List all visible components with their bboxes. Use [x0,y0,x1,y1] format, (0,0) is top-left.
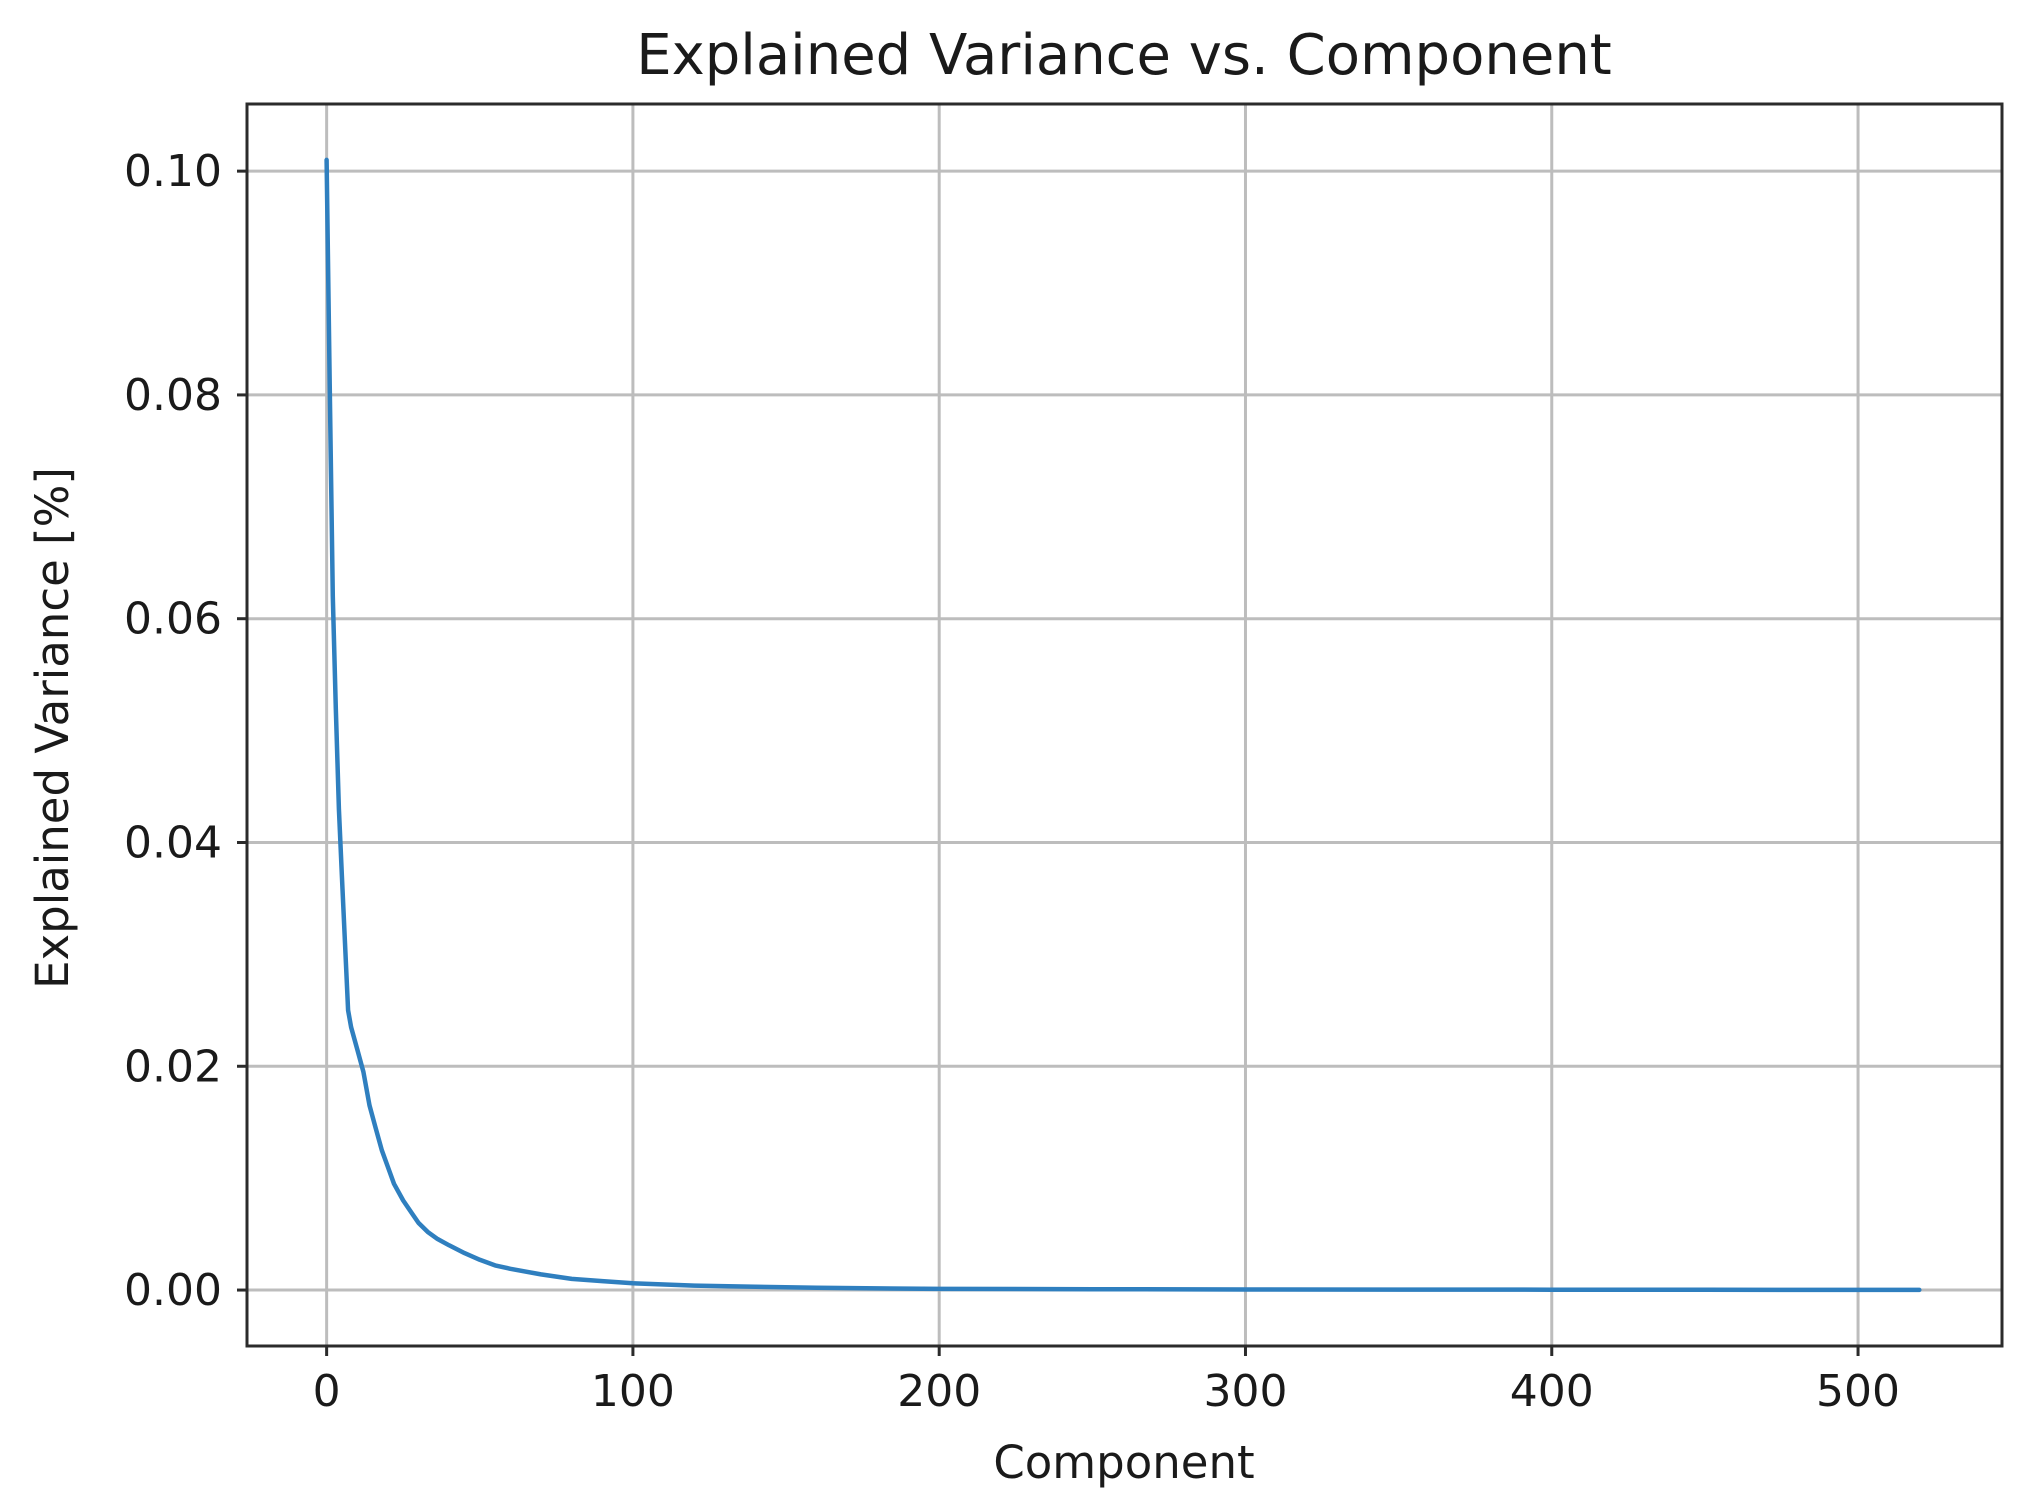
x-axis-ticks: 0 100 200 300 400 500 [313,1346,1900,1417]
x-tick-label: 200 [897,1366,981,1417]
chart-title: Explained Variance vs. Component [636,23,1612,88]
y-tick-label: 0.08 [124,370,222,421]
x-tick-label: 0 [313,1366,341,1417]
plot-frame [245,102,2004,1348]
grid-layer [247,104,2002,1346]
y-tick-label: 0.04 [124,817,222,868]
y-tick-label: 0.00 [124,1265,222,1316]
x-axis-label: Component [993,1436,1254,1489]
x-tick-label: 300 [1203,1366,1287,1417]
y-axis-label: Explained Variance [%] [26,467,79,989]
series-layer [324,157,1922,1293]
x-tick-label: 100 [591,1366,675,1417]
series-line-0 [324,157,1922,1293]
y-tick-label: 0.06 [124,594,222,645]
x-tick-label: 500 [1816,1366,1900,1417]
y-tick-label: 0.10 [124,146,222,197]
y-axis-ticks: 0.00 0.02 0.04 0.06 0.08 0.10 [124,146,247,1316]
y-tick-label: 0.02 [124,1041,222,1092]
x-tick-label: 400 [1510,1366,1594,1417]
